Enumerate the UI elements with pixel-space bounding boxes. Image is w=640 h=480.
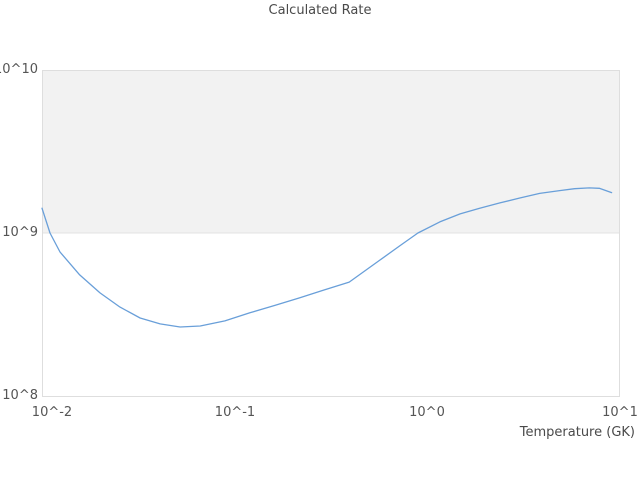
chart-title: Calculated Rate bbox=[268, 3, 372, 18]
x-axis-title: Temperature (GK) bbox=[519, 425, 635, 440]
x-tick-label-1e-1: 10^-1 bbox=[214, 405, 256, 420]
x-tick-label-1e0: 10^0 bbox=[409, 405, 445, 420]
y-tick-label-1e8: 10^8 bbox=[2, 388, 38, 403]
plot-border bbox=[42, 70, 620, 397]
y-tick-label-1e10: 10^10 bbox=[0, 62, 38, 77]
y-tick-label-1e9: 10^9 bbox=[2, 225, 38, 240]
plot-band-1e9-1e10 bbox=[42, 70, 620, 233]
x-tick-label-1e-2: 10^-2 bbox=[31, 405, 73, 420]
x-tick-label-1e1: 10^1 bbox=[602, 405, 638, 420]
rate-curve bbox=[41, 187, 613, 328]
